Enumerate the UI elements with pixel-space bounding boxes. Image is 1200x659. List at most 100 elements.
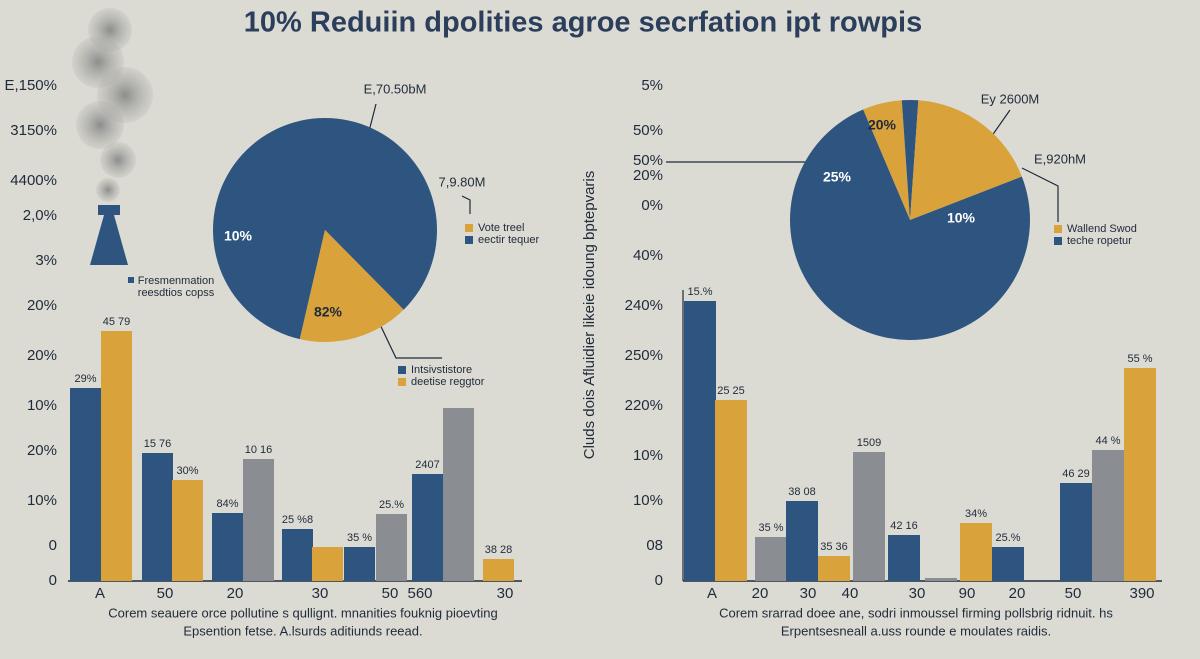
x-tick-label: 20 xyxy=(752,585,769,602)
annotation: E,920hM xyxy=(1034,151,1086,166)
bar xyxy=(412,474,443,581)
legend-swatch xyxy=(1054,225,1062,233)
value-label: 35 % xyxy=(347,532,372,544)
y-tick-label: 0 xyxy=(49,572,57,589)
value-label: 2407 xyxy=(415,459,439,471)
x-tick-label: 50 xyxy=(157,585,174,602)
caption: Corem srarrad doee ane, sodri inmoussel … xyxy=(719,605,1113,620)
value-label: 45 79 xyxy=(103,316,131,328)
bar xyxy=(684,301,716,581)
pie-slice xyxy=(213,118,438,340)
bar xyxy=(755,537,787,581)
y-tick-label: 220% xyxy=(625,397,663,414)
leader-line xyxy=(461,195,471,214)
x-tick-label: 30 xyxy=(800,585,817,602)
value-label: 55 % xyxy=(1127,353,1152,365)
legend-swatch xyxy=(128,277,134,283)
bar xyxy=(888,535,920,581)
x-tick-label: 560 xyxy=(407,585,432,602)
value-label: 25 %8 xyxy=(282,514,313,526)
pie-slice xyxy=(901,100,919,220)
smokestack-icon xyxy=(72,8,153,265)
bar xyxy=(172,480,203,581)
value-label: 10 16 xyxy=(245,444,273,456)
value-label: 46 29 xyxy=(1062,468,1090,480)
value-label: 35 36 xyxy=(820,541,848,553)
bar xyxy=(925,578,957,581)
x-tick-label: 20 xyxy=(1009,585,1026,602)
y-tick-label: 5% xyxy=(641,77,663,94)
x-tick-label: 30 xyxy=(909,585,926,602)
bar xyxy=(70,388,101,581)
x-tick-label: 30 xyxy=(497,585,514,602)
value-label: 44 % xyxy=(1095,435,1120,447)
legend-swatch xyxy=(398,366,406,374)
slice-label: 25% xyxy=(823,169,852,185)
title: 10% Reduiin dpolities agroe secrfation i… xyxy=(244,7,922,39)
bar xyxy=(483,559,514,581)
annotation: 10% xyxy=(947,210,976,226)
caption: Corem seauere orce pollutine s qullignt.… xyxy=(108,605,498,620)
value-label: 84% xyxy=(216,498,238,510)
bar xyxy=(101,331,132,581)
annotation: Ey 2600M xyxy=(981,91,1040,106)
value-label: 15.% xyxy=(687,286,712,298)
y-tick-label: 50% xyxy=(633,152,663,169)
y-tick-label: 10% xyxy=(633,447,663,464)
legend-swatch xyxy=(465,224,473,232)
annotation: E,70.50bM xyxy=(364,81,427,96)
note-text: reesdtios copss xyxy=(138,287,215,299)
legend-label: deetise reggtor xyxy=(411,376,485,388)
y-tick-label: 0 xyxy=(655,572,663,589)
value-label: 1509 xyxy=(857,437,881,449)
bar xyxy=(344,547,375,581)
value-label: 15 76 xyxy=(144,438,172,450)
y-tick-label: 4400% xyxy=(10,172,57,189)
y-tick-label: 10% xyxy=(633,492,663,509)
y-tick-label: 0% xyxy=(641,197,663,214)
bar xyxy=(243,459,274,581)
y-tick-label: 240% xyxy=(625,297,663,314)
y-tick-label: 40% xyxy=(633,247,663,264)
annotation: 7,9.80M xyxy=(439,174,486,189)
legend-label: Vote treel xyxy=(478,222,524,234)
x-tick-label: A xyxy=(707,585,717,602)
y-tick-label: 20% xyxy=(633,167,663,184)
value-label: 34% xyxy=(965,508,987,520)
x-tick-label: 390 xyxy=(1129,585,1154,602)
value-label: 25.% xyxy=(379,499,404,511)
legend-swatch xyxy=(1054,237,1062,245)
y-tick-label: 3% xyxy=(35,252,57,269)
x-tick-label: 90 xyxy=(959,585,976,602)
bar xyxy=(312,547,343,581)
caption: Erpentsesneall a.uss rounde e moulates r… xyxy=(781,623,1051,638)
y-tick-label: 20% xyxy=(27,347,57,364)
bar xyxy=(853,452,885,581)
slice-label: 82% xyxy=(314,304,343,320)
legend-label: teche ropetur xyxy=(1067,235,1132,247)
y-tick-label: 250% xyxy=(625,347,663,364)
bar xyxy=(376,514,407,581)
leader-line xyxy=(1021,167,1059,222)
x-tick-label: 30 xyxy=(312,585,329,602)
bar xyxy=(212,513,243,581)
x-tick-label: 20 xyxy=(227,585,244,602)
bar xyxy=(1092,450,1124,581)
bar xyxy=(992,547,1024,581)
y-tick-label: E,150% xyxy=(4,77,57,94)
bar xyxy=(1124,368,1156,581)
value-label: 38 08 xyxy=(788,486,816,498)
y-tick-label: 50% xyxy=(633,122,663,139)
value-label: 29% xyxy=(74,373,96,385)
pie-slice xyxy=(790,109,1030,341)
leader-line xyxy=(374,313,442,359)
bar xyxy=(715,400,747,581)
x-tick-label: A xyxy=(95,585,105,602)
y-axis-title: Cluds dois Afluidier likeie idoung bptep… xyxy=(581,171,598,460)
y-tick-label: 10% xyxy=(27,492,57,509)
bar xyxy=(443,408,474,581)
y-tick-label: 2,0% xyxy=(23,207,57,224)
value-label: 35 % xyxy=(758,522,783,534)
